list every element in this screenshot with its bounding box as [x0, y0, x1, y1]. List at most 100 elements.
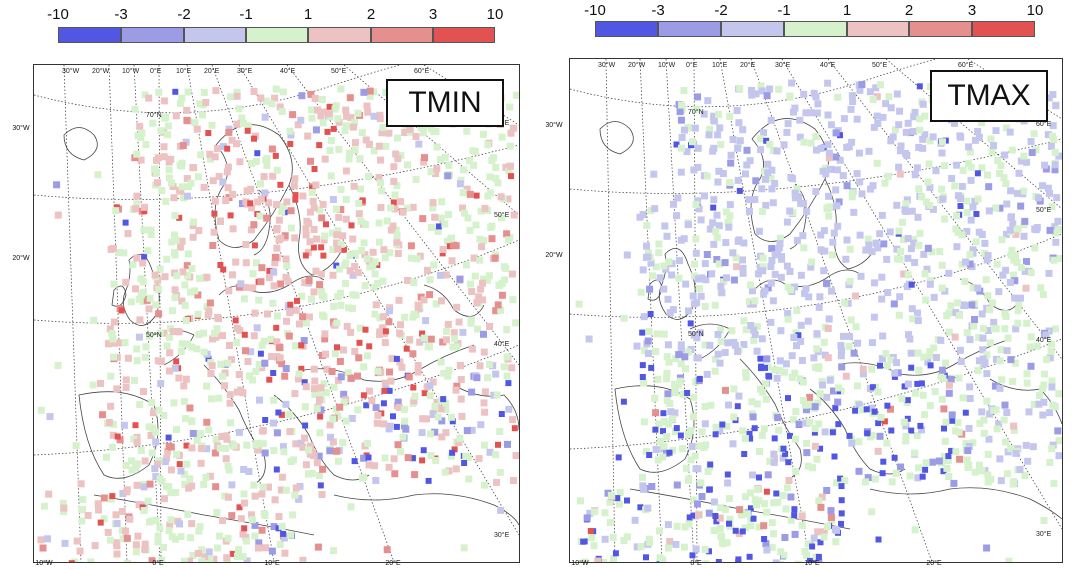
station-marker: [759, 267, 767, 275]
station-marker: [282, 273, 290, 281]
station-marker: [316, 472, 323, 479]
station-marker: [355, 199, 363, 207]
station-marker: [224, 359, 232, 367]
station-marker: [713, 211, 721, 219]
station-marker: [179, 268, 187, 276]
station-marker: [956, 455, 964, 463]
station-marker: [279, 88, 287, 96]
station-marker: [172, 236, 180, 244]
station-marker: [149, 119, 157, 127]
station-marker: [501, 276, 509, 284]
station-marker: [671, 384, 679, 392]
station-marker: [381, 387, 388, 394]
station-marker: [271, 94, 279, 102]
station-marker: [1012, 449, 1020, 457]
station-marker: [710, 204, 717, 211]
station-marker: [361, 251, 369, 259]
station-marker: [249, 270, 257, 278]
tmin-title: TMIN: [386, 79, 504, 127]
station-marker: [54, 362, 62, 369]
station-marker: [767, 318, 775, 326]
station-marker: [310, 385, 318, 393]
station-marker: [370, 112, 378, 120]
station-marker: [624, 497, 630, 504]
station-marker: [334, 227, 342, 235]
station-marker: [770, 530, 778, 538]
station-marker: [676, 108, 684, 116]
station-marker: [374, 279, 381, 287]
station-marker: [990, 325, 998, 332]
station-marker: [682, 365, 690, 373]
station-marker: [777, 273, 785, 281]
lon-label: 30°W: [598, 61, 616, 69]
station-marker: [227, 212, 234, 219]
station-marker: [878, 273, 886, 281]
station-marker: [365, 173, 372, 181]
station-marker: [286, 428, 294, 436]
station-marker: [333, 231, 341, 239]
station-marker: [1047, 348, 1055, 355]
station-marker: [918, 193, 926, 201]
station-marker: [660, 418, 668, 425]
station-marker: [498, 214, 505, 222]
station-marker: [701, 303, 709, 310]
station-marker: [740, 317, 748, 325]
station-marker: [1007, 251, 1015, 259]
station-marker: [237, 386, 245, 394]
station-marker: [786, 92, 794, 100]
station-marker: [209, 335, 217, 343]
station-marker: [694, 197, 702, 205]
station-marker: [504, 440, 511, 448]
station-marker: [59, 499, 67, 507]
station-marker: [259, 440, 267, 448]
station-marker: [902, 422, 910, 430]
station-marker: [902, 200, 910, 208]
station-marker: [284, 277, 292, 285]
station-marker: [361, 282, 369, 290]
station-marker: [131, 105, 139, 113]
station-marker: [195, 331, 203, 339]
station-marker: [448, 413, 455, 421]
station-marker: [268, 547, 276, 555]
station-marker: [167, 466, 175, 474]
station-marker: [873, 93, 881, 101]
station-marker: [385, 425, 393, 433]
station-marker: [762, 201, 770, 209]
station-marker: [210, 228, 218, 236]
colorbar-swatch: [784, 21, 847, 37]
station-marker: [751, 331, 759, 338]
station-marker: [664, 390, 672, 398]
station-marker: [633, 342, 641, 350]
station-marker: [676, 257, 683, 265]
station-marker: [136, 401, 144, 409]
station-marker: [684, 348, 692, 356]
station-marker: [342, 259, 350, 267]
station-marker: [746, 489, 754, 497]
station-marker: [739, 427, 747, 435]
station-marker: [1003, 200, 1011, 208]
station-marker: [504, 195, 512, 203]
station-marker: [656, 274, 664, 282]
station-marker: [133, 357, 141, 365]
station-marker: [369, 248, 377, 256]
station-marker: [381, 254, 389, 262]
station-marker: [492, 307, 500, 315]
station-marker: [409, 350, 417, 358]
station-marker: [663, 369, 671, 377]
tmax-panel: -10 -3 -2 -1 1 2 3 10: [538, 0, 1076, 569]
station-marker: [938, 185, 946, 193]
station-marker: [127, 298, 135, 306]
colorbar-label: 1: [303, 6, 313, 23]
station-marker: [305, 277, 313, 284]
station-marker: [213, 509, 221, 516]
station-marker: [216, 444, 224, 452]
station-marker: [330, 547, 338, 555]
station-marker: [969, 439, 977, 447]
tmax-map: 30°W 20°W 10°W 0°E 10°E 20°E 30°E 40°E 5…: [569, 58, 1063, 563]
station-marker: [406, 125, 414, 133]
station-marker: [721, 349, 729, 356]
station-marker: [815, 303, 823, 311]
station-marker: [147, 226, 155, 234]
station-marker: [838, 510, 845, 517]
station-marker: [753, 323, 761, 331]
